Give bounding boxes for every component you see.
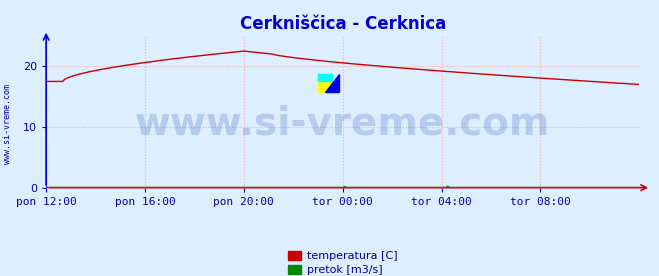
Bar [318, 74, 332, 81]
Bar [318, 74, 332, 92]
Title: Cerkniščica - Cerknica: Cerkniščica - Cerknica [240, 15, 445, 33]
Polygon shape [325, 74, 339, 92]
Text: www.si-vreme.com: www.si-vreme.com [3, 84, 13, 164]
Text: www.si-vreme.com: www.si-vreme.com [135, 105, 550, 143]
Legend: temperatura [C], pretok [m3/s]: temperatura [C], pretok [m3/s] [288, 251, 397, 275]
